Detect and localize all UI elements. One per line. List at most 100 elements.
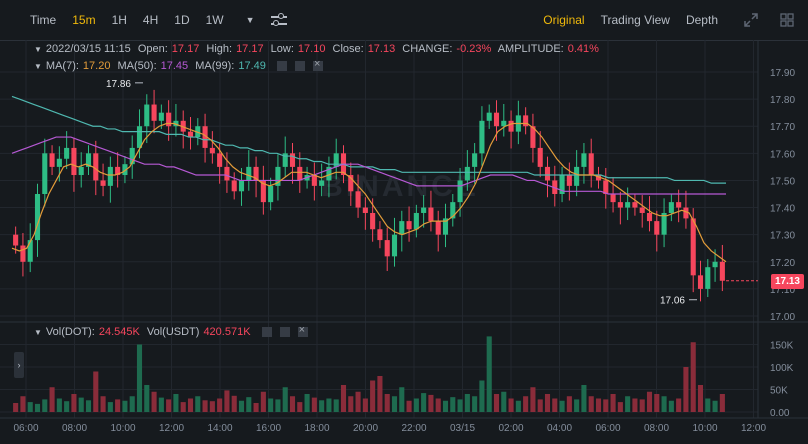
price-tick-label: 17.40 (770, 204, 795, 215)
candle-body (71, 147, 77, 176)
candle-body (639, 207, 645, 213)
candle-body (289, 153, 296, 167)
time-tick-label: 16:00 (256, 423, 281, 434)
candle-body (712, 261, 718, 268)
time-tick-label: 06:00 (595, 423, 620, 434)
candle-body (333, 153, 339, 167)
candle-body (326, 166, 332, 181)
vol-dot-value: 24.545K (98, 326, 140, 338)
candle-body (224, 166, 230, 181)
ma-readout: ▼ MA(7): 17.20 MA(50): 17.45 MA(99): 17.49 (0, 58, 327, 72)
candle-body (413, 212, 419, 230)
tab-time[interactable]: Time (30, 13, 57, 27)
volume-bar (362, 398, 368, 412)
candle-body (100, 180, 106, 186)
candle-body (209, 147, 215, 154)
ma99-label: MA(99): (195, 60, 235, 72)
volume-bar (129, 396, 135, 412)
candle-body (450, 202, 456, 219)
settings-toggle-icon[interactable] (294, 61, 305, 72)
eye-toggle-icon[interactable] (276, 61, 287, 72)
tab-depth[interactable]: Depth (685, 13, 718, 27)
volume-bar (27, 402, 33, 412)
collapse-caret-icon[interactable]: ▼ (34, 45, 42, 54)
tab-trading-view[interactable]: Trading View (600, 13, 670, 27)
volume-bar (617, 402, 623, 412)
candle-body (260, 180, 266, 203)
grid-icon[interactable] (780, 13, 794, 27)
volume-bar (391, 396, 398, 412)
volume-bar (508, 398, 514, 412)
vol-eye-toggle-icon[interactable] (261, 327, 272, 338)
volume-bar (202, 400, 208, 412)
volume-bar (85, 400, 92, 412)
candle-body (566, 175, 572, 186)
vol-collapse-caret-icon[interactable]: ▼ (34, 328, 42, 337)
candle-body (275, 166, 281, 186)
volume-bar (311, 397, 317, 412)
ma99-value: 17.49 (238, 60, 266, 72)
tab-1w[interactable]: 1W (205, 13, 224, 27)
expand-icon[interactable] (744, 13, 758, 27)
ohlc-readout: ▼ 2022/03/15 11:15 Open: 17.17 High: 17.17 … (0, 43, 603, 55)
volume-bar (581, 385, 587, 412)
volume-bar (246, 397, 252, 412)
candle-body (719, 261, 725, 281)
volume-bar (195, 396, 201, 412)
tab-1h[interactable]: 1H (111, 13, 127, 27)
volume-bar (42, 399, 48, 412)
vol-settings-toggle-icon[interactable] (279, 327, 290, 338)
volume-readout: ▼ Vol(DOT): 24.545K Vol(USDT) 420.571K (0, 324, 312, 338)
candle-body (668, 202, 674, 213)
price-tick-label: 17.30 (770, 231, 795, 242)
candle-body (661, 212, 667, 235)
close-value: 17.13 (367, 43, 396, 55)
tab-original[interactable]: Original (543, 13, 585, 27)
candle-body (282, 153, 288, 167)
volume-bar (122, 400, 128, 412)
candle-body (311, 175, 317, 186)
ma7-line (11, 122, 727, 263)
volume-bar (406, 400, 412, 412)
time-tick-label: 14:00 (207, 423, 232, 434)
candle-body (588, 153, 594, 176)
close-indicator-icon[interactable] (312, 58, 323, 72)
candle-body (479, 120, 485, 154)
price-tick-label: 17.70 (770, 122, 795, 133)
candle-body (13, 234, 19, 246)
candle-body (202, 126, 208, 148)
open-label: Open: (137, 43, 168, 55)
volume-bar (588, 396, 594, 412)
volume-bar (180, 402, 186, 412)
expand-panel-handle[interactable]: › (14, 352, 24, 378)
tab-1d[interactable]: 1D (174, 13, 190, 27)
vol-close-indicator-icon[interactable] (297, 324, 308, 338)
candle-body (574, 166, 580, 186)
volume-bar (479, 380, 485, 412)
volume-bar (333, 399, 339, 412)
candle-body (464, 166, 470, 181)
volume-bar (413, 398, 419, 412)
close-label: Close: (332, 43, 364, 55)
ma-collapse-caret-icon[interactable]: ▼ (34, 62, 42, 71)
candle-body (472, 153, 478, 167)
amplitude-value: 0.41% (567, 43, 599, 55)
vol-usdt-label: Vol(USDT) (146, 326, 200, 338)
candle-body (122, 164, 128, 176)
vol-usdt-value: 420.571K (203, 326, 251, 338)
price-tick-label: 17.60 (770, 149, 795, 160)
caret-down-icon[interactable]: ▼ (245, 15, 255, 25)
volume-bar (282, 387, 288, 412)
volume-bar (523, 396, 529, 412)
volume-bar (64, 401, 70, 412)
tab-4h[interactable]: 4H (142, 13, 159, 27)
volume-bar (260, 391, 266, 412)
volume-bar (450, 397, 456, 412)
candle-body (355, 191, 361, 208)
volume-bar (268, 398, 274, 412)
tab-15m[interactable]: 15m (72, 13, 96, 27)
sliders-icon[interactable] (270, 13, 287, 27)
time-tick-label: 10:00 (692, 423, 717, 434)
candle-body (683, 207, 689, 219)
